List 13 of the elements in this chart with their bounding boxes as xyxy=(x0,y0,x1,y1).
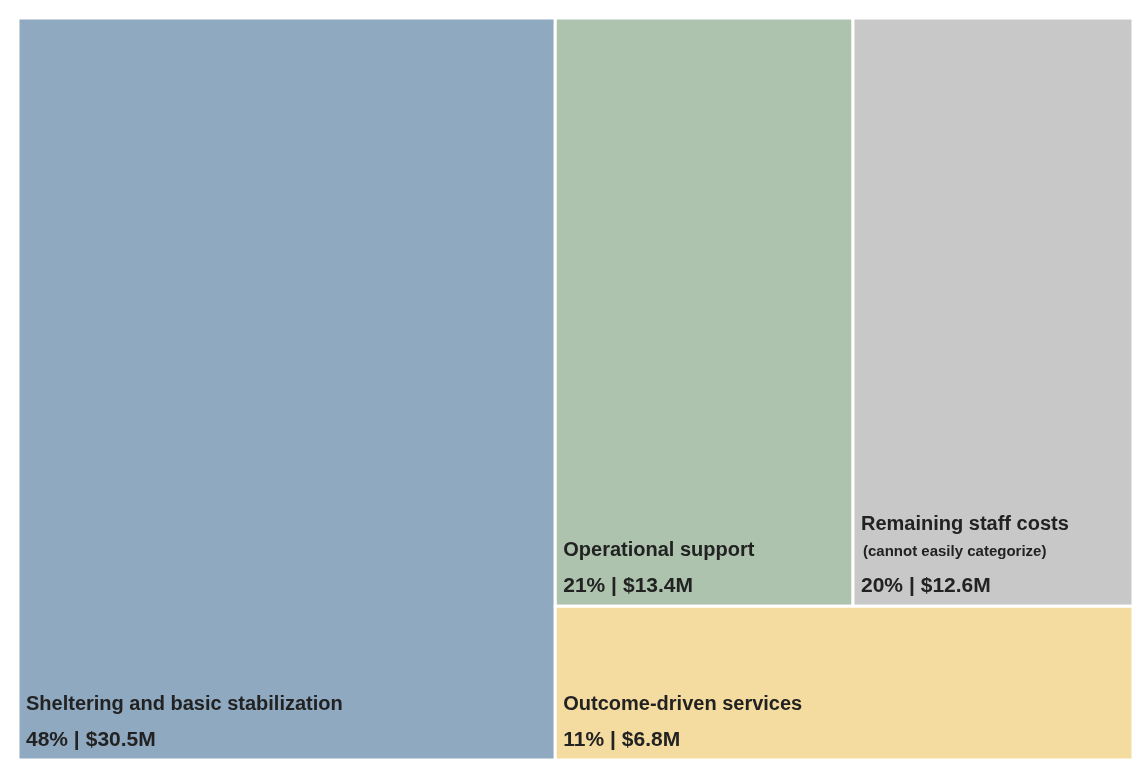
data-label: $13.4M xyxy=(622,573,694,597)
text: 20% | xyxy=(861,573,915,597)
data-label: $12.6M xyxy=(920,573,991,597)
data-label: $6.8M xyxy=(621,727,681,750)
category-label: Outcome-driven services xyxy=(563,692,803,714)
text: 21% | xyxy=(563,573,617,597)
text: 48% | xyxy=(26,727,80,750)
category-label: Operational support xyxy=(563,538,755,561)
category-label: Remaining staff costs xyxy=(861,512,1069,535)
text: (cannot easily categorize) xyxy=(863,542,1047,560)
text: 11% | xyxy=(563,727,616,750)
category-label: Sheltering and basic stabilization xyxy=(26,692,343,714)
data-label: $30.5M xyxy=(85,727,156,750)
